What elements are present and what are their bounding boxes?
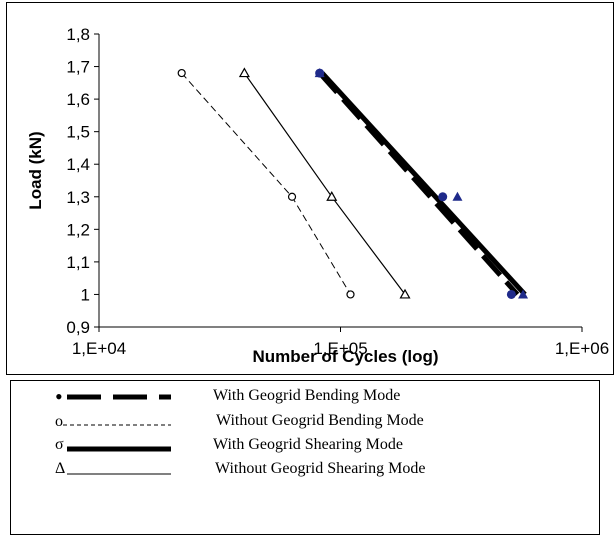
- y-tick-label: 1,3: [66, 188, 90, 207]
- legend-marker-0: •: [55, 384, 63, 409]
- y-tick-label: 1,2: [66, 220, 90, 239]
- legend-label-0: With Geogrid Bending Mode: [213, 387, 401, 404]
- y-tick-label: 1,7: [66, 58, 90, 77]
- y-tick-label: 1,6: [66, 90, 90, 109]
- y-tick-label: 1,8: [66, 25, 90, 44]
- legend-marker-3: Δ: [55, 460, 66, 477]
- x-tick-label: 1,E+04: [72, 339, 126, 358]
- legend-swatches: [63, 394, 171, 475]
- series-without-geogrid-shearing-line: [243, 72, 406, 295]
- point-without-geogrid-shearing: [326, 191, 338, 201]
- legend-label-2: With Geogrid Shearing Mode: [213, 436, 403, 453]
- point-with-geogrid-bending: [438, 192, 448, 202]
- y-tick-label: 1,1: [66, 253, 90, 272]
- point-with-geogrid-shearing: [452, 191, 463, 201]
- legend-label-1: Without Geogrid Bending Mode: [216, 412, 424, 429]
- point-without-geogrid-shearing: [399, 288, 411, 299]
- point-with-geogrid-bending: [315, 68, 325, 78]
- point-with-geogrid-shearing: [518, 289, 529, 299]
- point-without-geogrid-shearing: [238, 67, 250, 78]
- point-without-geogrid-bending: [346, 290, 355, 299]
- y-tick-label: 1,4: [66, 155, 90, 174]
- y-axis-title: Load (kN): [26, 131, 45, 209]
- series-with-geogrid-bending-line: [317, 71, 520, 297]
- legend-label-3: Without Geogrid Shearing Mode: [215, 460, 426, 477]
- x-tick-label: 1,E+06: [555, 339, 609, 358]
- chart-area: 0,9 1 1,1 1,2 1,3 1,4 1,5 1,6 1,7 1,8 1,E+04 1,E+05…: [6, 2, 614, 375]
- chart-svg: 0,9 1 1,1 1,2 1,3 1,4 1,5 1,6 1,7 1,8 1,E+04 1,E+05…: [26, 25, 609, 366]
- series-without-geogrid-bending-line: [181, 72, 351, 295]
- y-tick-label: 1,5: [66, 123, 90, 142]
- legend-marker-2: σ: [55, 436, 64, 453]
- y-tick-label: 0,9: [66, 318, 90, 337]
- point-without-geogrid-bending: [287, 192, 297, 201]
- point-with-geogrid-bending: [506, 289, 516, 299]
- x-axis-title: Number of Cycles (log): [252, 347, 438, 366]
- legend: • With Geogrid Bending Mode o Without Ge…: [10, 380, 600, 535]
- point-without-geogrid-bending: [177, 68, 186, 78]
- legend-marker-1: o: [55, 413, 63, 430]
- x-tick-label: 1,E+05: [313, 339, 367, 358]
- y-tick-label: 1: [81, 285, 90, 304]
